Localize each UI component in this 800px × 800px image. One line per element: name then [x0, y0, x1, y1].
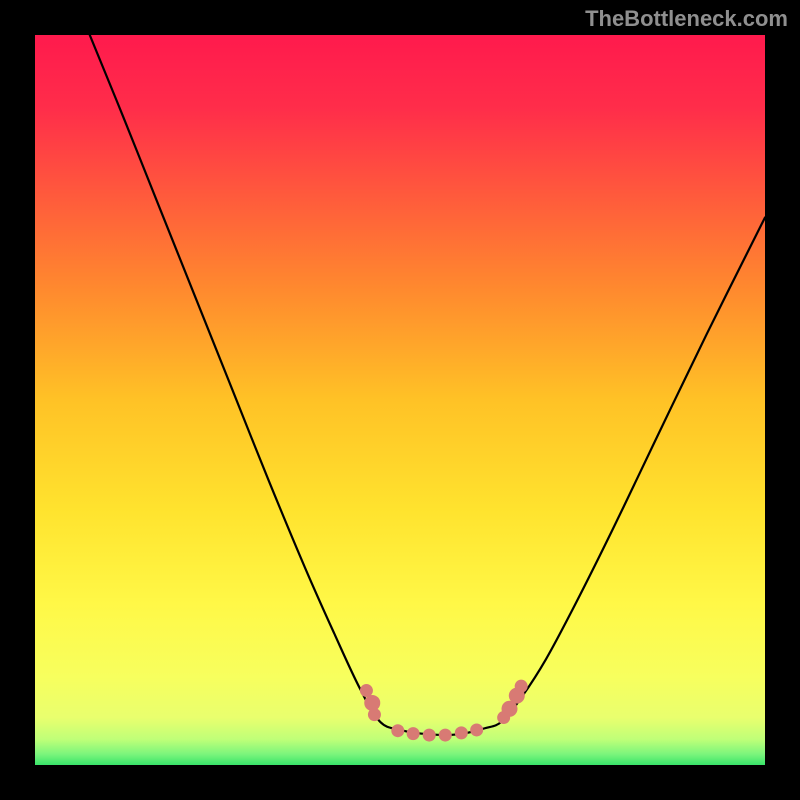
- right-marker-3: [515, 680, 528, 693]
- watermark-text: TheBottleneck.com: [585, 6, 788, 32]
- plot-background: [35, 35, 765, 765]
- floor-marker-4: [455, 726, 468, 739]
- bottleneck-v-chart: [0, 0, 800, 800]
- floor-marker-0: [391, 724, 404, 737]
- floor-marker-1: [407, 727, 420, 740]
- floor-marker-2: [423, 729, 436, 742]
- chart-stage: TheBottleneck.com: [0, 0, 800, 800]
- floor-marker-3: [439, 729, 452, 742]
- left-marker-2: [368, 708, 381, 721]
- floor-marker-5: [470, 723, 483, 736]
